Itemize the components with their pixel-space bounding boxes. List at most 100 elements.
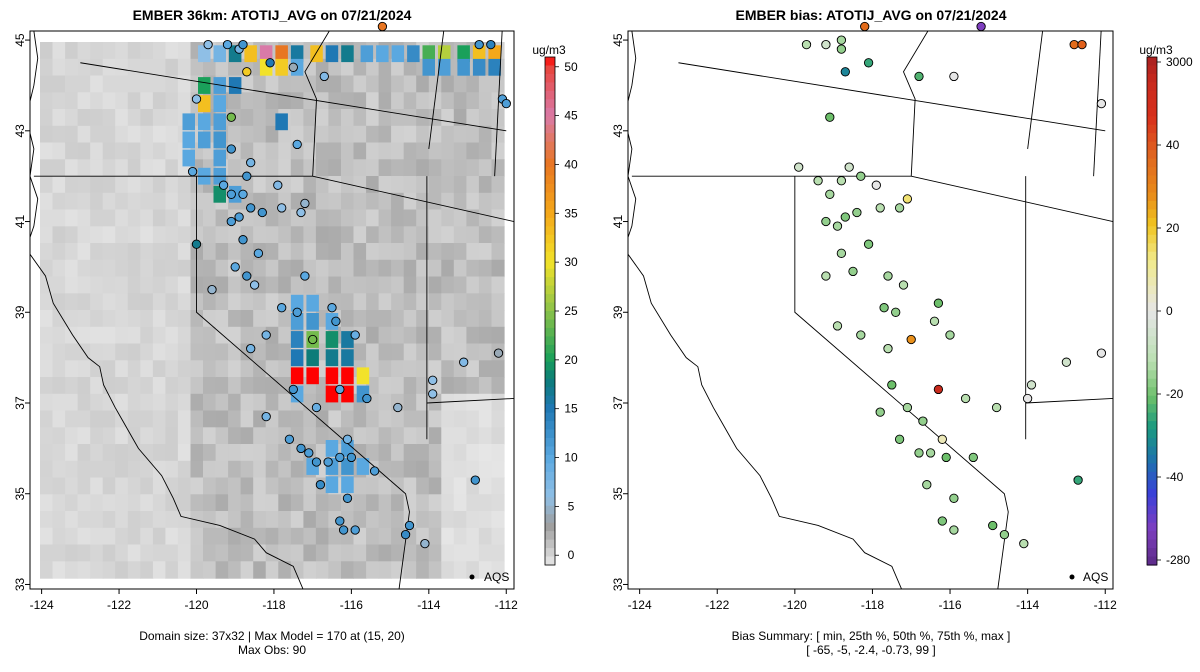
model-hotspot-cell [213,131,226,149]
model-cell [90,125,104,144]
model-cell [77,393,91,412]
model-cell [90,259,104,278]
model-cell [152,58,166,77]
model-cell [190,477,204,495]
y-tick-label: 33 [13,577,27,591]
left-colorbar-label: 15 [564,402,578,416]
model-hotspot-cell [341,367,354,385]
bias-site [863,239,874,249]
model-hotspot-cell [306,367,319,385]
model-cell [203,410,217,428]
left-colorbar-label: 40 [564,157,578,171]
model-cell [65,343,79,361]
model-cell [52,58,66,77]
model-cell [165,444,179,462]
model-cell [341,561,355,579]
model-cell [265,393,279,412]
model-cell [190,410,204,428]
model-hotspot-cell [306,349,319,367]
model-cell [341,75,355,93]
model-cell [378,226,392,244]
model-cell [278,326,292,345]
bias-site [863,58,874,68]
model-cell [90,142,104,160]
model-cell [240,393,254,412]
model-cell [65,192,79,211]
left-colorbar-segment [545,387,555,397]
model-hotspot-cell [325,440,339,457]
model-cell [491,75,505,93]
left-colorbar-segment [545,285,555,295]
x-tick-label: -124 [30,598,54,612]
model-cell [391,343,405,361]
model-cell [65,360,79,378]
model-cell [240,125,254,144]
right-colorbar-segment [1147,192,1157,202]
model-cell [265,326,279,345]
model-cell [290,109,304,127]
left-colorbar-label: 10 [564,451,578,465]
model-cell [491,192,505,211]
model-cell [253,176,267,194]
model-cell [478,142,492,160]
model-hotspot-cell [356,458,370,475]
model-cell [391,410,405,428]
model-cell [353,226,367,244]
model-cell [328,243,342,261]
model-cell [140,444,154,462]
model-cell [303,494,317,512]
model-cell [403,226,417,244]
model-cell [65,226,79,244]
model-cell [478,109,492,127]
model-cell [428,75,442,93]
model-cell [52,444,66,462]
model-cell [65,527,79,546]
model-cell [203,58,217,77]
model-cell [140,192,154,211]
model-cell [290,477,304,495]
left-colorbar-segment [545,192,555,202]
model-cell [203,293,217,311]
model-cell [466,427,480,445]
right-colorbar-segment [1147,200,1157,210]
model-cell [453,243,467,261]
model-cell [115,125,129,144]
model-cell [353,192,367,211]
model-cell [90,243,104,261]
model-cell [65,444,79,462]
left-colorbar-segment [545,175,555,185]
model-cell [140,477,154,495]
model-cell [403,343,417,361]
model-cell [290,561,304,579]
model-cell [353,544,367,562]
obs-site [226,112,236,122]
model-cell [240,494,254,512]
model-cell [378,393,392,412]
model-cell [215,209,229,227]
model-cell [341,109,355,127]
right-colorbar-segment [1147,522,1157,532]
model-cell [40,142,54,160]
model-cell [278,259,292,278]
model-cell [441,109,455,127]
model-cell [341,293,355,311]
model-cell [177,310,191,328]
model-hotspot-cell [422,58,435,76]
right-colorbar-segment [1147,158,1157,168]
model-hotspot-cell [290,313,304,330]
model-cell [441,243,455,261]
model-cell [102,226,116,244]
model-hotspot-cell [488,58,501,76]
model-cell [378,410,392,428]
model-cell [416,310,430,328]
model-cell [428,192,442,211]
model-cell [40,209,54,227]
right-colorbar-segment [1147,217,1157,227]
model-hotspot-cell [259,45,273,63]
model-cell [466,109,480,127]
model-hotspot-cell [341,458,354,475]
model-cell [278,477,292,495]
model-cell [190,310,204,328]
model-cell [378,259,392,278]
model-cell [165,125,179,144]
